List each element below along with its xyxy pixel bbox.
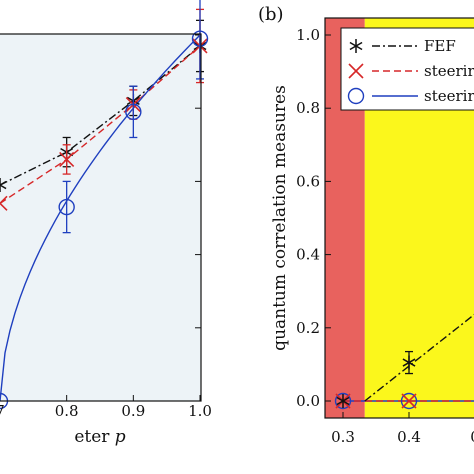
right-y-tick-labels: 0.0 0.2 0.4 0.6 0.8 1.0	[296, 26, 320, 410]
right-point-steer2	[334, 392, 352, 410]
right-plot-frame	[324, 17, 474, 419]
left-x-tick-label: 0.9	[121, 402, 145, 420]
left-line-steer2	[0, 34, 201, 402]
left-line-fef	[0, 45, 201, 186]
left-point-steer1	[59, 151, 75, 168]
right-y-tick-label: 1.0	[296, 26, 320, 44]
left-point-steer2	[58, 198, 75, 216]
right-y-tick-label: 0.0	[296, 392, 320, 410]
left-plot-frame	[0, 33, 202, 402]
right-y-tick-label: 0.2	[296, 319, 320, 337]
right-x-tick-label: 0.3	[331, 428, 355, 446]
left-series-lines	[0, 34, 201, 402]
right-point-fef	[402, 355, 416, 370]
legend-item-fef: FEF	[349, 37, 456, 55]
right-point-steer2	[400, 392, 418, 410]
left-x-tick-label: 0.8	[55, 402, 79, 420]
right-point-steer1	[401, 393, 417, 409]
right-y-tick-label: 0.8	[296, 99, 320, 117]
left-point-fef	[0, 178, 7, 193]
right-y-tick-label: 0.6	[296, 172, 320, 190]
left-x-tick-label: 1.0	[188, 402, 212, 420]
left-x-tick-label: 7	[0, 402, 5, 420]
right-y-axis-label: quantum correlation measures	[270, 85, 290, 351]
left-error-bar-steer2	[196, 0, 204, 80]
legend-item-steer2: steerir	[347, 87, 474, 105]
left-panel: 7 0.8 0.9 1.0 eter p	[0, 0, 212, 447]
right-x-tick-label: 0.4	[397, 428, 421, 446]
right-panel: (b) 0.0 0.2 0.4 0.6 0.8 1.0 0.3 0.4 0 quantum c…	[258, 4, 474, 446]
left-line-steer1	[0, 45, 201, 204]
legend-marker-steer2	[347, 87, 365, 105]
legend-label: steerir	[424, 62, 474, 80]
legend: FEF steerir steerir	[340, 27, 474, 111]
legend-label: FEF	[424, 37, 456, 55]
legend-marker-steer1	[348, 63, 364, 79]
legend-label: steerir	[424, 87, 474, 105]
left-error-bar-steer2	[62, 180, 71, 234]
left-series-markers	[0, 0, 209, 410]
legend-item-steer1: steerir	[348, 62, 474, 80]
right-series-markers	[334, 350, 418, 410]
right-y-tick-label: 0.4	[296, 246, 320, 264]
panel-label-b: (b)	[258, 4, 284, 25]
left-ticks	[0, 34, 201, 401]
right-x-tick-labels: 0.3 0.4 0	[331, 428, 474, 446]
legend-marker-fef	[349, 39, 363, 53]
left-point-steer2	[191, 30, 209, 47]
left-x-tick-labels: 7 0.8 0.9 1.0	[0, 402, 212, 420]
left-point-steer1	[0, 195, 8, 211]
right-x-tick-label: 0	[470, 428, 474, 446]
right-ticks	[325, 34, 410, 418]
left-x-axis-label: eter p	[74, 427, 125, 447]
left-error-bar-steer2	[129, 85, 138, 139]
right-series-lines	[343, 313, 474, 402]
left-point-steer2	[125, 103, 142, 121]
right-point-fef	[336, 394, 350, 408]
left-plot-background	[0, 34, 201, 401]
